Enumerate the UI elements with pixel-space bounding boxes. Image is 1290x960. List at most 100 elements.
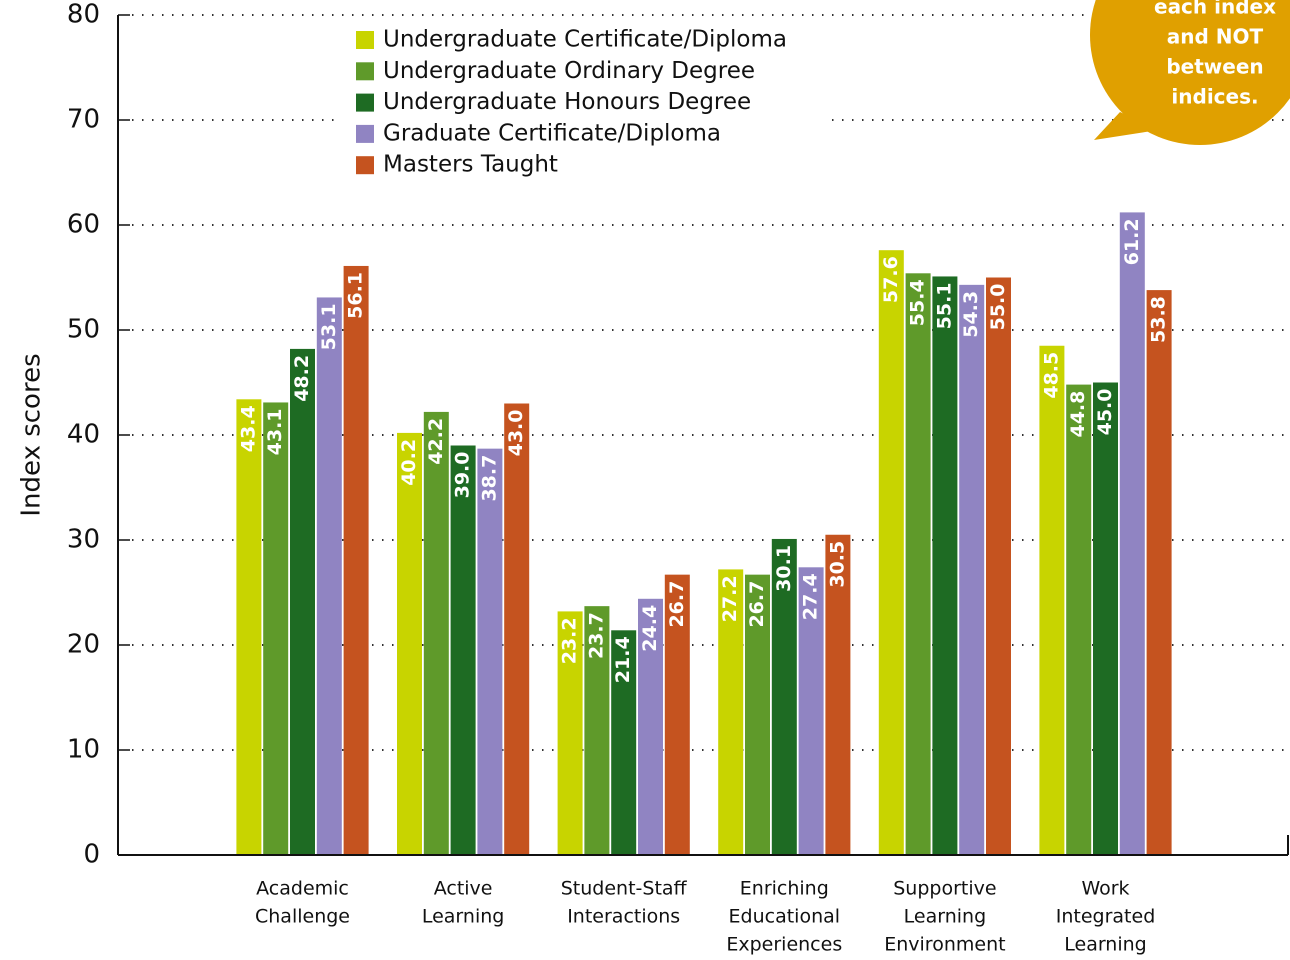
value-label: 48.2 bbox=[291, 355, 313, 402]
bar bbox=[664, 574, 690, 855]
bar bbox=[397, 432, 422, 855]
x-tick-label: Learning bbox=[904, 906, 987, 928]
bar bbox=[638, 598, 663, 855]
value-label: 42.2 bbox=[425, 418, 447, 465]
x-tick-label: Academic bbox=[256, 878, 349, 900]
bar bbox=[959, 284, 985, 856]
y-tick-label: 50 bbox=[67, 315, 100, 345]
value-label: 27.2 bbox=[719, 575, 741, 622]
value-label: 30.1 bbox=[773, 545, 795, 592]
bar bbox=[986, 277, 1011, 855]
bar bbox=[718, 569, 744, 855]
value-label: 24.4 bbox=[639, 605, 661, 652]
bar bbox=[1146, 290, 1172, 856]
bar bbox=[1119, 212, 1145, 855]
legend-swatch bbox=[356, 124, 374, 143]
value-label: 44.8 bbox=[1067, 391, 1089, 438]
value-label: 26.7 bbox=[666, 581, 688, 628]
bar bbox=[1039, 345, 1065, 855]
y-tick-label: 80 bbox=[67, 0, 100, 30]
bar bbox=[584, 606, 610, 855]
y-tick-label: 60 bbox=[67, 210, 100, 240]
bar bbox=[825, 534, 851, 855]
value-label: 43.0 bbox=[505, 410, 527, 457]
bar bbox=[932, 276, 958, 855]
y-tick-label: 30 bbox=[67, 525, 100, 555]
value-label: 56.1 bbox=[345, 272, 367, 319]
value-label: 61.2 bbox=[1121, 218, 1143, 265]
y-tick-label: 0 bbox=[83, 840, 100, 870]
y-tick-label: 70 bbox=[67, 105, 100, 135]
x-tick-label: Environment bbox=[884, 934, 1005, 956]
legend-label: Undergraduate Certificate/Diploma bbox=[383, 27, 787, 53]
legend-swatch bbox=[356, 93, 374, 112]
value-label: 26.7 bbox=[746, 581, 768, 628]
bar bbox=[290, 348, 315, 855]
value-label: 53.8 bbox=[1148, 296, 1170, 343]
value-label: 55.0 bbox=[987, 284, 1009, 331]
value-label: 30.5 bbox=[826, 541, 848, 588]
bar bbox=[905, 273, 931, 855]
annotation-text: each index bbox=[1154, 0, 1276, 19]
value-label: 39.0 bbox=[452, 452, 474, 499]
annotation-text: and NOT bbox=[1167, 25, 1264, 49]
legend-label: Masters Taught bbox=[383, 152, 558, 178]
bar bbox=[343, 265, 369, 855]
bar bbox=[504, 403, 530, 855]
annotation-text: between bbox=[1166, 55, 1263, 79]
legend-swatch bbox=[356, 31, 374, 49]
value-label: 38.7 bbox=[478, 455, 500, 502]
y-tick-label: 20 bbox=[67, 630, 100, 660]
value-label: 48.5 bbox=[1040, 352, 1062, 399]
legend-background bbox=[342, 22, 827, 182]
x-tick-label: Learning bbox=[1064, 934, 1147, 956]
legend-label: Graduate Certificate/Diploma bbox=[383, 120, 721, 146]
value-label: 23.2 bbox=[559, 617, 581, 664]
bar bbox=[236, 399, 262, 855]
x-tick-label: Enriching bbox=[740, 878, 829, 900]
legend-swatch bbox=[356, 156, 374, 175]
value-label: 54.3 bbox=[960, 291, 982, 338]
x-tick-label: Experiences bbox=[726, 934, 842, 956]
bar bbox=[1066, 384, 1092, 855]
bar bbox=[878, 250, 904, 855]
value-label: 55.1 bbox=[933, 282, 955, 329]
x-tick-label: Student-Staff bbox=[561, 878, 688, 900]
value-label: 57.6 bbox=[880, 256, 902, 303]
bar bbox=[423, 411, 449, 855]
bar bbox=[798, 567, 824, 855]
x-tick-label: Interactions bbox=[567, 906, 680, 928]
bar bbox=[1093, 382, 1118, 855]
annotation-bubble bbox=[1094, 112, 1158, 140]
value-label: 27.4 bbox=[800, 573, 822, 620]
x-tick-label: Active bbox=[434, 878, 493, 900]
x-tick-label: Learning bbox=[422, 906, 505, 928]
x-tick-label: Educational bbox=[729, 906, 841, 928]
legend-label: Undergraduate Honours Degree bbox=[383, 89, 751, 115]
value-label: 53.1 bbox=[318, 303, 340, 350]
y-axis-label: Index scores bbox=[17, 353, 47, 516]
bar bbox=[611, 630, 637, 855]
y-tick-label: 10 bbox=[67, 735, 100, 765]
bar bbox=[316, 297, 342, 855]
x-tick-label: Integrated bbox=[1056, 906, 1156, 928]
bar bbox=[745, 574, 770, 855]
bar bbox=[771, 538, 797, 855]
bar bbox=[263, 402, 289, 855]
annotation-text: indices. bbox=[1171, 85, 1258, 109]
x-tick-label: Challenge bbox=[255, 906, 350, 928]
legend-swatch bbox=[356, 62, 374, 81]
value-label: 43.1 bbox=[264, 408, 286, 455]
legend-label: Undergraduate Ordinary Degree bbox=[383, 58, 755, 84]
x-tick-label: Supportive bbox=[893, 878, 996, 900]
value-label: 40.2 bbox=[398, 439, 420, 486]
y-tick-label: 40 bbox=[67, 420, 100, 450]
bar bbox=[450, 445, 476, 855]
value-label: 55.4 bbox=[907, 279, 929, 326]
bar bbox=[477, 448, 503, 855]
value-label: 45.0 bbox=[1094, 389, 1116, 436]
x-tick-label: Work bbox=[1081, 878, 1129, 900]
bar bbox=[557, 611, 583, 855]
annotation-bubble bbox=[1090, 0, 1290, 145]
